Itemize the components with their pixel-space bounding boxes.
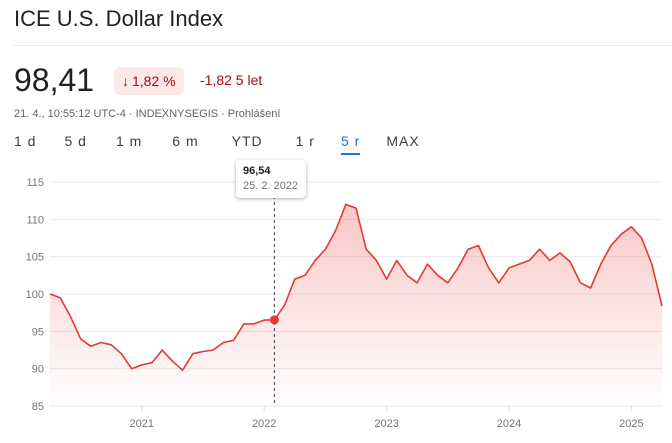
- tooltip-value: 96,54: [243, 165, 271, 177]
- tab-range-ytd[interactable]: YTD: [231, 133, 263, 149]
- current-price: 98,41: [14, 62, 95, 98]
- y-tick-label: 105: [26, 252, 44, 264]
- tab-range-6m[interactable]: 6 m: [172, 133, 199, 149]
- change-percent-badge: ↓ 1,82 %: [114, 67, 184, 95]
- tooltip-date: 25. 2. 2022: [243, 180, 299, 192]
- quote-meta: 21. 4., 10:55:12 UTC-4 · INDEXNYSEGIS · Proh…: [14, 108, 280, 120]
- range-tabs: 1 d 5 d 1 m 6 m YTD 1 r 5 r MAX: [14, 133, 446, 155]
- x-tick-label: 2021: [130, 418, 154, 430]
- quote-timestamp: 21. 4., 10:55:12 UTC-4: [14, 108, 126, 120]
- hover-point: [269, 315, 279, 325]
- x-tick-label: 2023: [374, 418, 398, 430]
- y-tick-label: 85: [32, 401, 44, 413]
- tab-range-1r[interactable]: 1 r: [295, 133, 315, 149]
- meta-separator: ·: [221, 108, 225, 120]
- disclaimer-link[interactable]: Prohlášení: [227, 108, 281, 120]
- y-tick-label: 90: [32, 364, 44, 376]
- tab-range-1m[interactable]: 1 m: [115, 133, 143, 149]
- y-tick-label: 115: [26, 177, 44, 189]
- change-absolute: -1,82 5 let: [200, 72, 263, 88]
- x-tick-label: 2022: [252, 418, 276, 430]
- quote-exchange: INDEXNYSEGIS: [135, 108, 219, 120]
- arrow-down-icon: ↓: [122, 73, 129, 89]
- x-tick-label: 2024: [497, 418, 521, 430]
- page-title: ICE U.S. Dollar Index: [14, 6, 224, 31]
- y-tick-label: 110: [26, 214, 44, 226]
- tab-range-5d[interactable]: 5 d: [64, 133, 87, 149]
- y-tick-label: 95: [32, 326, 44, 338]
- meta-separator: ·: [128, 108, 133, 120]
- series-area: [50, 204, 662, 406]
- series-line: [49, 203, 663, 371]
- chart-tooltip: 96,54 25. 2. 2022: [236, 160, 306, 198]
- x-tick-label: 2025: [619, 418, 643, 430]
- change-percent-value: 1,82 %: [132, 73, 176, 89]
- tab-range-max[interactable]: MAX: [386, 133, 420, 149]
- tab-range-5r[interactable]: 5 r: [340, 133, 361, 155]
- header-divider: [14, 45, 672, 46]
- price-chart[interactable]: 115 110 105 100 95 90 85 2021 2022 2023 2024 2025: [0, 160, 672, 443]
- y-tick-label: 100: [26, 289, 44, 301]
- tab-range-1d[interactable]: 1 d: [14, 133, 37, 149]
